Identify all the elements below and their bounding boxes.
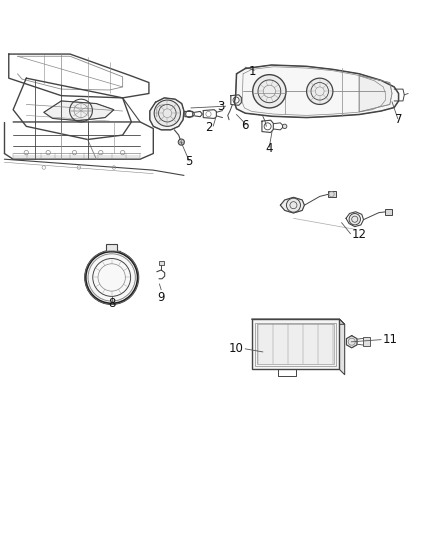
Polygon shape: [150, 98, 184, 130]
Text: 9: 9: [157, 290, 165, 304]
Polygon shape: [346, 336, 357, 348]
Text: 6: 6: [241, 119, 249, 132]
Text: 10: 10: [229, 342, 244, 355]
Text: 11: 11: [382, 333, 397, 346]
Circle shape: [349, 214, 360, 225]
Bar: [252, 319, 339, 369]
Bar: [159, 261, 164, 265]
Text: 2: 2: [205, 120, 212, 134]
Bar: [385, 209, 392, 215]
Circle shape: [307, 78, 333, 104]
Circle shape: [253, 75, 286, 108]
Ellipse shape: [283, 124, 287, 128]
Polygon shape: [280, 197, 304, 213]
Polygon shape: [234, 65, 399, 118]
Text: 3: 3: [217, 100, 224, 113]
Polygon shape: [44, 101, 114, 120]
Text: 12: 12: [351, 228, 366, 241]
Polygon shape: [359, 76, 392, 112]
Bar: [363, 337, 370, 346]
Bar: [106, 244, 117, 251]
Polygon shape: [339, 319, 345, 375]
Text: 7: 7: [395, 113, 403, 126]
Circle shape: [178, 139, 184, 145]
Bar: [255, 322, 336, 366]
Text: 8: 8: [108, 297, 115, 310]
Text: 1: 1: [249, 64, 257, 78]
Text: 5: 5: [186, 155, 193, 168]
Circle shape: [85, 251, 138, 304]
Circle shape: [154, 100, 180, 126]
Circle shape: [286, 198, 300, 212]
Bar: [328, 191, 336, 197]
Polygon shape: [252, 319, 345, 324]
Text: 4: 4: [265, 142, 273, 155]
Bar: [257, 324, 334, 364]
